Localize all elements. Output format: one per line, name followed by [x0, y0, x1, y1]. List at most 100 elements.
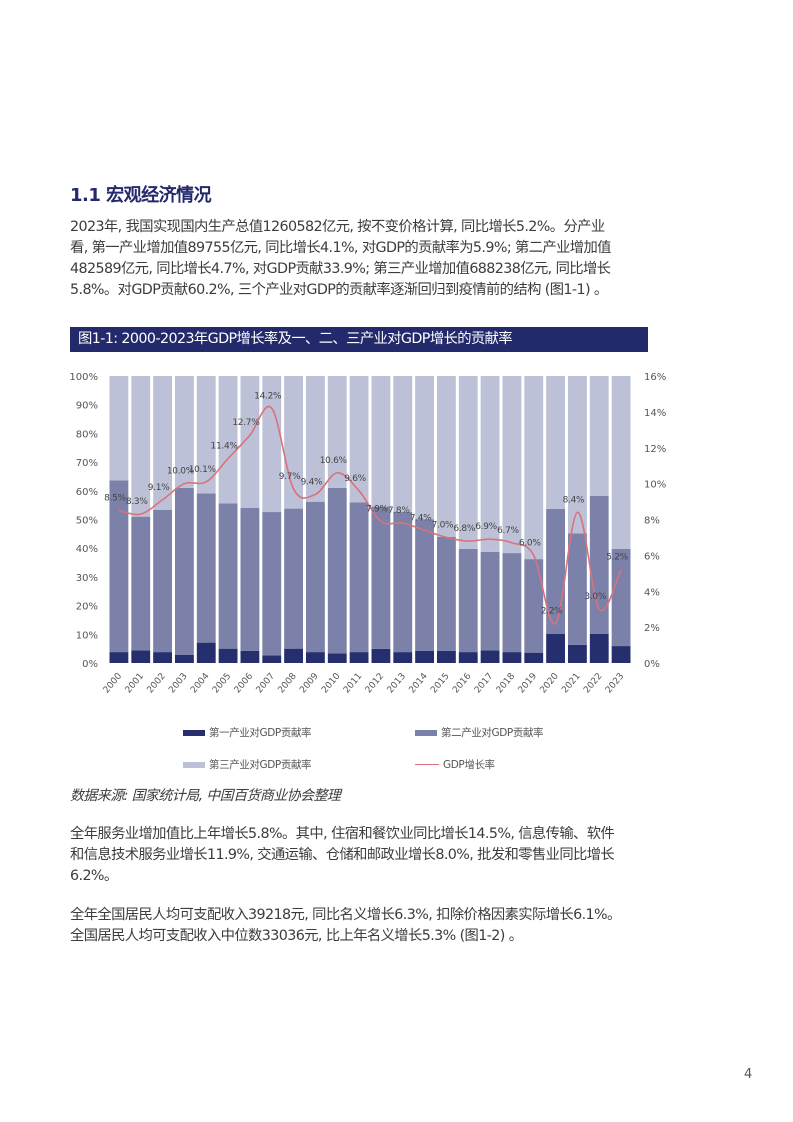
bar-segment-3: [371, 376, 391, 507]
x-tick-label: 2018: [495, 671, 518, 695]
bar-segment-2: [611, 548, 631, 647]
bar-segment-3: [306, 376, 325, 502]
bar-segment-2: [109, 480, 129, 653]
bar-segment-1: [349, 652, 369, 663]
text-line: 全年全国居民人均可支配收入39218元, 同比名义增长6.3%, 扣除价格因素实…: [70, 907, 621, 923]
gdp-growth-data-label: 6.8%: [453, 524, 475, 534]
x-tick-label: 2009: [298, 671, 321, 695]
gdp-growth-data-label: 11.4%: [211, 442, 239, 452]
x-tick-label: 2001: [124, 672, 146, 696]
x-tick-label: 2014: [407, 671, 430, 695]
bar-segment-3: [153, 376, 172, 510]
bar-segment-3: [589, 376, 609, 496]
y-right-tick-label: 14%: [644, 408, 666, 419]
text-line: 看, 第一产业增加值89755亿元, 同比增长4.1%, 对GDP的贡献率为5.…: [70, 240, 611, 256]
bar-segment-1: [480, 650, 500, 663]
bar-segment-2: [175, 487, 194, 655]
x-tick-label: 2003: [167, 672, 189, 696]
text-line: 5.8%。对GDP贡献60.2%, 三个产业对GDP的贡献率逐渐回归到疫情前的结…: [70, 282, 608, 298]
bar-segment-2: [218, 503, 238, 649]
bar-segment-3: [393, 376, 413, 513]
y-right-tick-label: 8%: [644, 516, 660, 527]
bar-segment-2: [415, 519, 434, 651]
gdp-growth-data-label: 9.6%: [344, 474, 366, 484]
legend-secondary: 第二产业对GDP贡献率: [415, 725, 544, 740]
legend-label: 第一产业对GDP贡献率: [209, 727, 312, 739]
bar-segment-1: [240, 650, 260, 663]
bar-segment-1: [175, 654, 194, 663]
bar-segment-3: [568, 376, 587, 534]
y-left-tick-label: 10%: [76, 630, 98, 641]
bar-segment-2: [284, 508, 303, 649]
bar-segment-2: [327, 487, 347, 654]
gdp-growth-data-label: 3.0%: [584, 592, 606, 602]
bar-segment-2: [196, 493, 216, 643]
legend-swatch: [183, 761, 205, 768]
paragraph-income: 全年全国居民人均可支配收入39218元, 同比名义增长6.3%, 扣除价格因素实…: [70, 905, 621, 947]
gdp-growth-data-label: 7.0%: [432, 520, 454, 530]
paragraph-services: 全年服务业增加值比上年增长5.8%。其中, 住宿和餐饮业同比增长14.5%, 信…: [70, 824, 615, 887]
bar-segment-3: [349, 376, 369, 503]
bar-segment-2: [502, 553, 522, 653]
bar-segment-1: [415, 650, 434, 663]
legend-label: GDP增长率: [443, 759, 495, 771]
bar-segment-3: [480, 376, 500, 552]
y-left-tick-label: 50%: [76, 516, 98, 527]
x-tick-label: 2011: [342, 672, 364, 696]
x-tick-label: 2000: [102, 671, 125, 695]
y-right-tick-label: 4%: [644, 587, 660, 598]
bar-segment-1: [611, 646, 631, 663]
text-line: 全国居民人均可支配收入中位数33036元, 比上年名义增长5.3% (图1-2)…: [70, 928, 523, 944]
bar-segment-2: [437, 536, 456, 651]
gdp-contribution-chart: 2000 2001 2002 2003 2004 2005 2006 2007 2008 2009…: [69, 372, 666, 696]
page-number: 4: [744, 1067, 753, 1082]
bar-segment-1: [109, 652, 129, 663]
bar-segment-1: [218, 648, 238, 663]
gdp-growth-data-label: 7.9%: [366, 504, 388, 514]
gdp-growth-line: [118, 405, 622, 625]
data-source: 数据来源: 国家统计局, 中国百货商业协会整理: [70, 788, 341, 804]
x-tick-label: 2019: [517, 671, 540, 695]
y-right-tick-label: 16%: [644, 372, 666, 383]
text-line: 全年服务业增加值比上年增长5.8%。其中, 住宿和餐饮业同比增长14.5%, 信…: [70, 826, 615, 842]
x-tick-label: 2017: [473, 672, 495, 696]
bar-segment-1: [458, 652, 478, 663]
bar-segment-2: [589, 495, 609, 634]
bar-segment-3: [437, 376, 456, 537]
gdp-growth-data-label: 9.1%: [148, 483, 170, 493]
bar-segment-1: [589, 633, 609, 663]
legend-tertiary: 第三产业对GDP贡献率: [183, 757, 312, 772]
bar-segment-1: [393, 652, 413, 663]
x-tick-label: 2002: [145, 672, 167, 696]
x-tick-label: 2007: [255, 672, 277, 696]
bar-segment-2: [262, 512, 282, 656]
bar-segment-3: [240, 376, 260, 508]
bar-segment-3: [524, 376, 544, 560]
x-tick-label: 2020: [538, 671, 561, 695]
bar-segment-2: [524, 559, 544, 653]
y-left-tick-label: 70%: [76, 458, 98, 469]
bar-segment-1: [546, 634, 565, 663]
text-line: 482589亿元, 同比增长4.7%, 对GDP贡献33.9%; 第三产业增加值…: [70, 261, 611, 277]
bar-segment-1: [502, 652, 522, 663]
x-tick-label: 2022: [582, 672, 604, 696]
x-tick-label: 2021: [560, 672, 582, 696]
gdp-growth-data-label: 8.3%: [126, 497, 148, 507]
gdp-growth-data-label: 9.4%: [301, 477, 323, 487]
legend-primary: 第一产业对GDP贡献率: [183, 725, 312, 740]
x-tick-label: 2015: [429, 672, 451, 696]
gdp-growth-data-label: 6.9%: [475, 522, 497, 532]
bar-segment-2: [153, 509, 172, 653]
figure-title: 图1-1: 2000-2023年GDP增长率及一、二、三产业对GDP增长的贡献率: [70, 327, 648, 352]
gdp-growth-data-label: 14.2%: [254, 391, 282, 401]
text-line: 和信息技术服务业增长11.9%, 交通运输、仓储和邮政业增长8.0%, 批发和零…: [70, 847, 615, 863]
x-tick-label: 2008: [276, 671, 299, 695]
bar-segment-2: [240, 507, 260, 651]
text-line: 2023年, 我国实现国内生产总值1260582亿元, 按不变价格计算, 同比增…: [70, 219, 605, 235]
bar-segment-3: [415, 376, 434, 520]
x-tick-label: 2004: [189, 671, 212, 695]
gdp-growth-data-label: 5.2%: [606, 553, 628, 563]
x-tick-label: 2023: [604, 672, 626, 696]
bar-segment-2: [393, 512, 413, 653]
gdp-growth-data-label: 8.4%: [563, 495, 585, 505]
